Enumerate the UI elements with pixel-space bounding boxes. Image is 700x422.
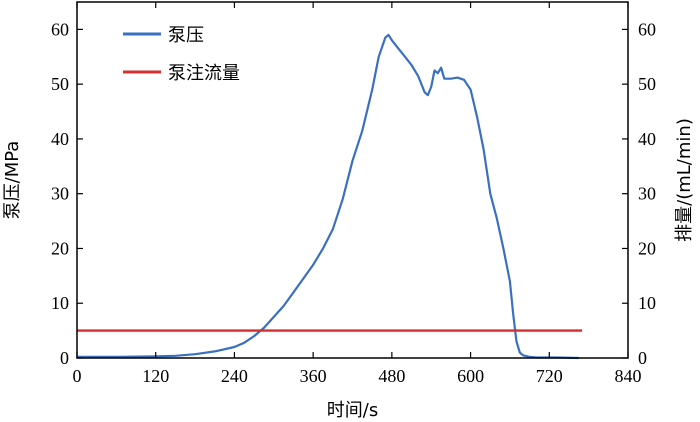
y-left-tick-label: 30: [51, 184, 69, 204]
plot-area: [77, 33, 583, 360]
y-right-tick-label: 50: [638, 74, 656, 94]
y-right-tick-label: 30: [638, 184, 656, 204]
y-right-tick-label: 60: [638, 19, 656, 39]
axes: 0 120 240 360 480 600 720 840010203040506001020…: [51, 1, 656, 386]
x-tick-label: 480: [378, 366, 405, 386]
x-axis-title: 时间/s: [327, 400, 378, 421]
y-right-tick-label: 10: [638, 293, 656, 313]
y-right-tick-label: 40: [638, 129, 656, 149]
x-tick-label: 360: [300, 366, 327, 386]
y-left-tick-label: 50: [51, 74, 69, 94]
y-left-tick-label: 20: [51, 238, 69, 258]
y-right-tick-label: 0: [638, 348, 647, 368]
series-line-0: [77, 33, 579, 360]
legend-label-injection-rate: 泵注流量: [168, 63, 240, 84]
x-tick-label: 600: [457, 366, 484, 386]
left-y-axis-title: 泵压/MPa: [2, 141, 23, 220]
y-right-tick-label: 20: [638, 238, 656, 258]
plot-frame: [76, 1, 629, 359]
x-tick-label: 840: [615, 366, 642, 386]
y-left-tick-label: 40: [51, 129, 69, 149]
y-left-tick-label: 10: [51, 293, 69, 313]
right-y-axis-title: 排量/(mL/min): [674, 118, 695, 242]
x-tick-label: 0: [73, 366, 82, 386]
legend-label-pump-pressure: 泵压: [168, 25, 204, 46]
legend: 泵压 泵注流量: [123, 25, 240, 84]
y-left-tick-label: 0: [60, 348, 69, 368]
y-left-tick-label: 60: [51, 19, 69, 39]
x-tick-label: 240: [221, 366, 248, 386]
x-tick-label: 120: [142, 366, 169, 386]
x-tick-label: 720: [536, 366, 563, 386]
